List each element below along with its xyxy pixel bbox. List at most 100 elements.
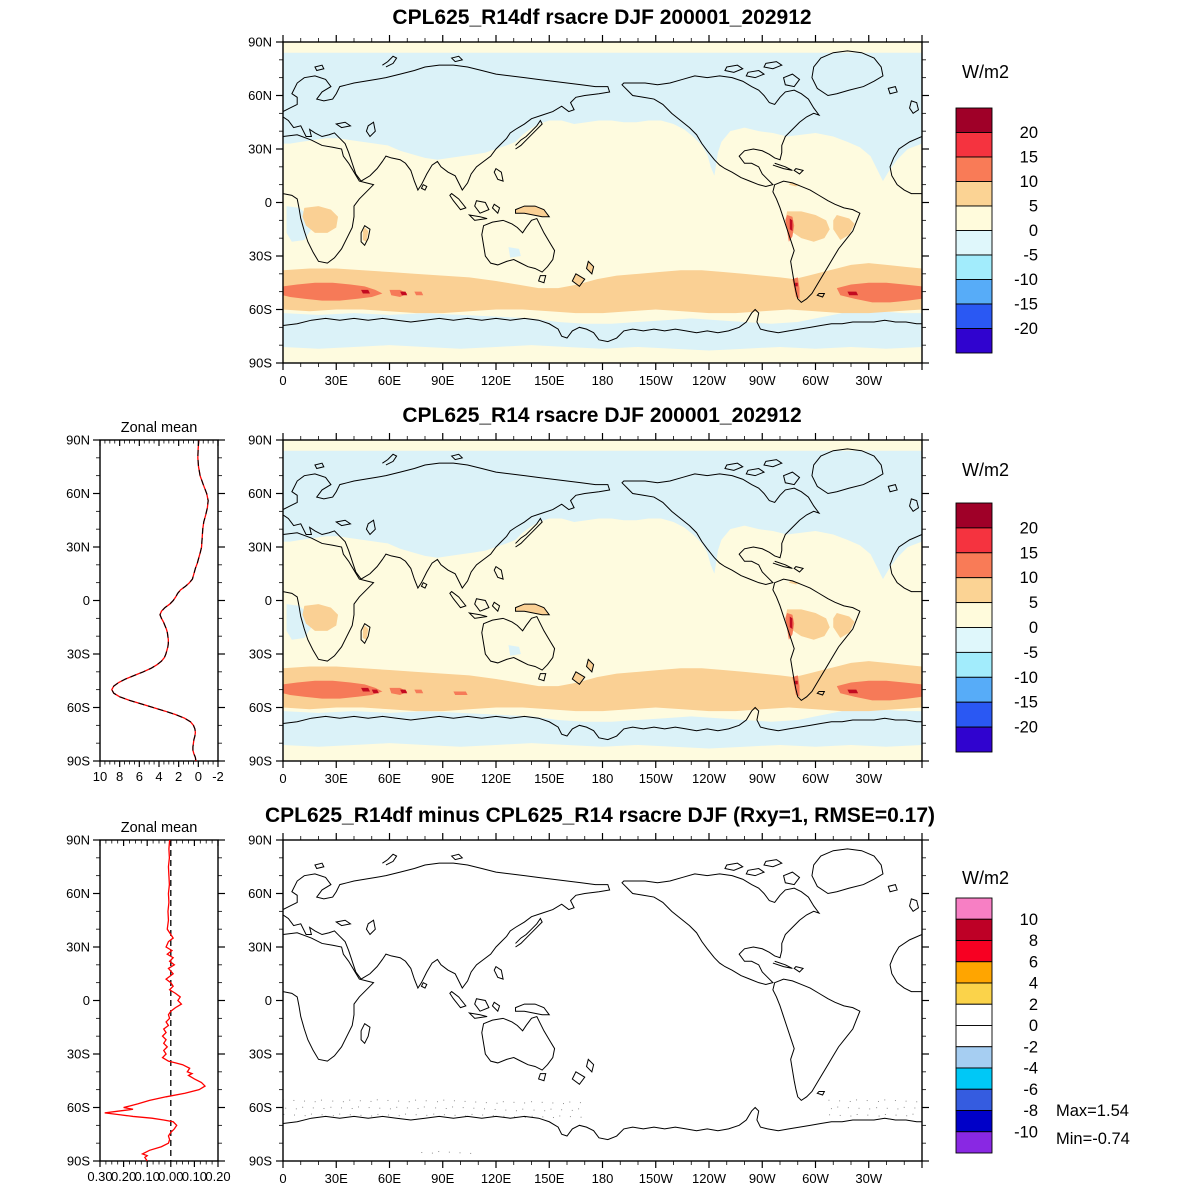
lon-tick-label: 150E — [534, 771, 565, 786]
colorbar-swatch — [955, 181, 993, 207]
colorbar-swatch — [955, 156, 993, 182]
zonal-x-tick-label: 0.10 — [135, 1169, 160, 1184]
lat-tick-label: 60S — [249, 700, 272, 715]
map-middle: 0 30E 60E 90E 120E 150E 180 150W 120W 90W 60W 30W 90… — [248, 433, 929, 786]
lon-tick-label: 180 — [592, 373, 614, 388]
max-value-label: Max=1.54 — [1056, 1102, 1129, 1120]
lat-tick-label: 90N — [66, 433, 90, 448]
lat-tick-label: 30N — [248, 142, 272, 157]
lon-tick-label: 120W — [692, 771, 727, 786]
colorbar-tick-label: -4 — [1023, 1060, 1038, 1078]
zonal-x-tick-label: 8 — [116, 769, 123, 784]
colorbar-tick-label: -15 — [1014, 694, 1038, 712]
colorbar-tick-label: 15 — [1020, 149, 1038, 167]
colorbar-swatch — [955, 303, 993, 329]
lon-tick-label: 120W — [692, 373, 727, 388]
colorbar-swatch — [955, 918, 993, 941]
lon-tick-label: 90W — [749, 771, 776, 786]
colorbar-swatch — [955, 627, 993, 653]
zonal-x-tick-label: 4 — [155, 769, 162, 784]
lat-tick-label: 60S — [67, 700, 90, 715]
colorbar-swatch — [955, 1110, 993, 1133]
lon-tick-label: 90W — [749, 373, 776, 388]
lon-tick-label: 120E — [481, 373, 512, 388]
lat-tick-label: 90S — [249, 1154, 272, 1169]
zonal-curve-difference — [104, 839, 207, 1162]
min-value-label: Min=-0.74 — [1056, 1130, 1130, 1148]
lon-tick-label: 0 — [279, 771, 286, 786]
lon-tick-label: 30E — [325, 373, 348, 388]
lon-tick-label: 60W — [802, 1171, 829, 1186]
colorbar-swatch — [955, 205, 993, 231]
lat-tick-label: 60S — [249, 1100, 272, 1115]
coastlines — [283, 449, 922, 740]
colorbar-tick-label: 5 — [1029, 594, 1038, 612]
lon-tick-label: 30W — [855, 771, 882, 786]
lat-tick-label: 30S — [249, 249, 272, 264]
colorbar-tick-label: -2 — [1023, 1038, 1038, 1056]
zonal-x-tick-label: 0.20 — [111, 1169, 136, 1184]
lat-tick-label: 90N — [248, 833, 272, 848]
lon-tick-label: 120W — [692, 1171, 727, 1186]
zonal-x-tick-label: 6 — [136, 769, 143, 784]
lon-tick-label: 0 — [279, 1171, 286, 1186]
colorbar-swatch — [955, 651, 993, 678]
colorbar-tick-label: -15 — [1014, 296, 1038, 314]
colorbar-tick-label: -10 — [1014, 271, 1038, 289]
colorbar-top: 20 15 10 5 0 -5 -10 -15 -20 — [955, 107, 1038, 354]
lat-tick-label: 90N — [248, 35, 272, 50]
colorbar-bottom: 10 8 6 4 2 0 -2 -4 -6 -8 -10 — [955, 897, 1038, 1154]
lon-tick-label: 60W — [802, 771, 829, 786]
lat-tick-label: 0 — [83, 993, 90, 1008]
coastlines — [283, 51, 922, 342]
lat-tick-label: 30N — [66, 540, 90, 555]
zonal-mean-title-bottom: Zonal mean — [120, 820, 198, 836]
lon-tick-label: 30E — [325, 1171, 348, 1186]
lat-tick-label: 30S — [67, 647, 90, 662]
lat-tick-label: 0 — [265, 195, 272, 210]
lat-tick-label: 90S — [67, 1154, 90, 1169]
lon-tick-label: 90E — [431, 771, 454, 786]
lat-tick-label: 60S — [67, 1100, 90, 1115]
zonal-curve-CPL625_R14 — [111, 439, 209, 762]
zonal-x-tick-label: 0.30 — [87, 1169, 112, 1184]
lon-tick-label: 60W — [802, 373, 829, 388]
colorbar-tick-label: 8 — [1029, 932, 1038, 950]
zonal-x-tick-label: 0.00 — [158, 1169, 183, 1184]
colorbar-tick-label: 5 — [1029, 198, 1038, 216]
colorbar-swatch — [955, 1131, 993, 1154]
lat-tick-label: 30N — [248, 940, 272, 955]
lat-tick-label: 90S — [67, 754, 90, 769]
lat-tick-label: 60N — [66, 886, 90, 901]
lat-tick-label: 90S — [249, 754, 272, 769]
lon-tick-label: 60E — [378, 771, 401, 786]
colorbar-swatch — [955, 961, 993, 984]
colorbar-swatch — [955, 940, 993, 963]
lat-tick-label: 90N — [66, 833, 90, 848]
lat-tick-label: 0 — [83, 593, 90, 608]
colorbar-tick-label: -20 — [1014, 320, 1038, 338]
colorbar-tick-label: 0 — [1029, 1017, 1038, 1035]
colorbar-tick-label: -10 — [1014, 1123, 1038, 1141]
lat-tick-label: 30N — [248, 540, 272, 555]
colorbar-tick-label: 10 — [1020, 911, 1038, 929]
colorbar-swatch — [955, 1003, 993, 1026]
colorbar-tick-label: 4 — [1029, 975, 1038, 993]
lat-tick-label: 90S — [249, 356, 272, 371]
colorbar-swatch — [955, 527, 993, 554]
lon-tick-label: 0 — [279, 373, 286, 388]
colorbar-swatch — [955, 552, 993, 579]
lat-tick-label: 60S — [249, 302, 272, 317]
lon-tick-label: 150W — [639, 771, 674, 786]
lat-tick-label: 0 — [265, 593, 272, 608]
zonal-x-tick-label: -2 — [212, 769, 224, 784]
lon-tick-label: 150E — [534, 373, 565, 388]
lat-tick-label: 0 — [265, 993, 272, 1008]
colorbar-swatch — [955, 897, 993, 920]
colorbar-swatch — [955, 982, 993, 1005]
lat-tick-label: 30N — [66, 940, 90, 955]
colorbar-swatch — [955, 577, 993, 604]
colorbar-tick-label: 0 — [1029, 222, 1038, 240]
